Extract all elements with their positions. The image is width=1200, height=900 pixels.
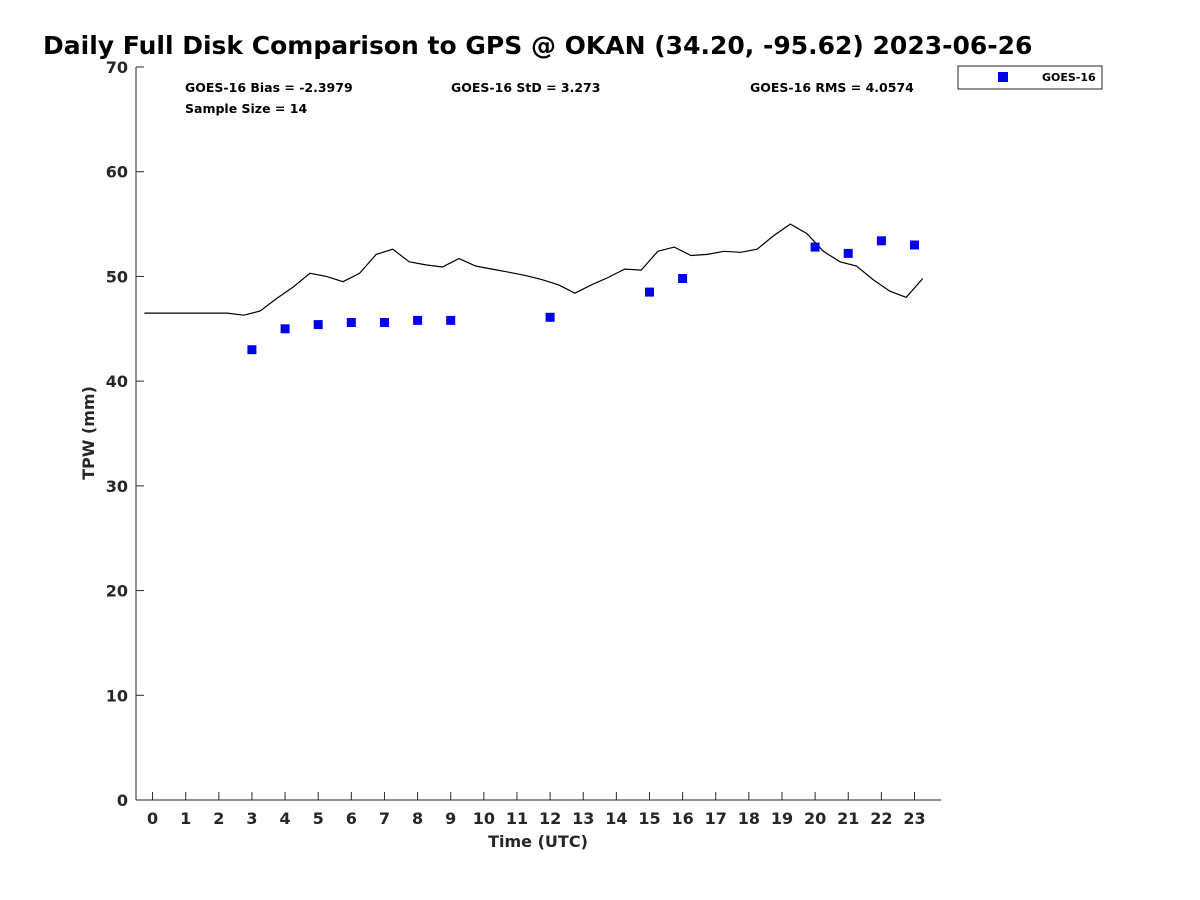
sample-size-stat: Sample Size = 14 [185, 101, 307, 116]
goes16-point [313, 320, 323, 330]
legend: GOES-16 [957, 65, 1103, 90]
y-tick-label: 50 [106, 267, 128, 286]
x-tick-label: 9 [445, 809, 456, 828]
gps-tpw-line [144, 223, 924, 316]
x-tick-label: 20 [804, 809, 826, 828]
plot-area [144, 223, 924, 355]
legend-marker [998, 72, 1008, 82]
x-tick-label: 17 [705, 809, 727, 828]
x-tick-label: 3 [246, 809, 257, 828]
x-tick-label: 21 [837, 809, 859, 828]
y-ticks: 0 10 20 30 40 50 60 70 [106, 58, 144, 810]
x-tick-label: 15 [638, 809, 660, 828]
goes16-point [346, 318, 356, 327]
goes16-point [280, 324, 290, 334]
std-stat: GOES-16 StD = 3.273 [451, 80, 600, 95]
y-tick-label: 0 [117, 791, 128, 810]
x-tick-label: 2 [213, 809, 224, 828]
x-tick-label: 22 [870, 809, 892, 828]
goes16-point [910, 240, 919, 250]
x-tick-label: 6 [346, 809, 357, 828]
y-axis-label: TPW (mm) [79, 386, 98, 480]
x-axis-label: Time (UTC) [488, 832, 588, 851]
legend-box [957, 65, 1103, 90]
goes16-point [545, 312, 555, 322]
chart-title: Daily Full Disk Comparison to GPS @ OKAN… [43, 31, 1032, 60]
goes16-point [678, 274, 688, 283]
x-tick-label: 13 [572, 809, 594, 828]
y-tick-label: 10 [106, 686, 128, 705]
rms-stat: GOES-16 RMS = 4.0574 [750, 80, 914, 95]
goes16-point [413, 315, 423, 325]
bias-stat: GOES-16 Bias = -2.3979 [185, 80, 353, 95]
x-tick-label: 1 [180, 809, 191, 828]
goes16-point [810, 242, 820, 252]
y-tick-label: 60 [106, 163, 128, 182]
x-tick-label: 5 [313, 809, 324, 828]
x-tick-label: 7 [379, 809, 390, 828]
x-tick-label: 12 [539, 809, 561, 828]
x-tick-label: 16 [671, 809, 693, 828]
x-tick-label: 11 [506, 809, 528, 828]
goes16-point [645, 287, 654, 297]
goes16-point [446, 315, 456, 325]
y-tick-label: 70 [106, 58, 128, 77]
goes16-point [380, 318, 389, 327]
goes16-point [843, 248, 853, 258]
x-tick-label: 14 [605, 809, 627, 828]
x-tick-label: 23 [903, 809, 925, 828]
x-tick-label: 18 [738, 809, 760, 828]
x-tick-label: 4 [280, 809, 291, 828]
y-tick-label: 20 [106, 582, 128, 601]
y-tick-label: 40 [106, 372, 128, 391]
x-tick-label: 0 [147, 809, 158, 828]
x-tick-label: 10 [473, 809, 495, 828]
x-ticks: 0 1 2 3 4 5 6 7 8 9 10 11 12 13 14 15 16 17 18 19 20 21 22 23 [147, 792, 926, 828]
goes16-point [876, 236, 886, 246]
x-tick-label: 19 [771, 809, 793, 828]
goes16-point [247, 345, 257, 355]
y-tick-label: 30 [106, 477, 128, 496]
legend-label: GOES-16 [1042, 71, 1096, 84]
x-tick-label: 8 [412, 809, 423, 828]
